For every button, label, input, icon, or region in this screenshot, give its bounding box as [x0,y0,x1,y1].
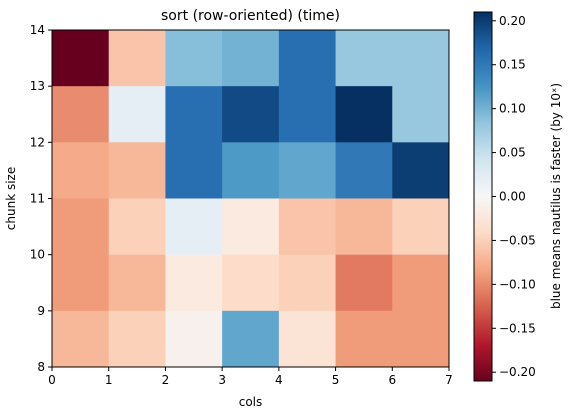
heatmap-cell [165,254,223,312]
y-tick-label: 13 [30,79,45,93]
x-tick-label: 6 [388,373,396,387]
heatmap-cell [392,142,450,199]
heatmap-cell [52,254,110,312]
heatmap-cell [222,254,280,312]
heatmap-cell [278,198,337,256]
colorbar-tick-label: 0.05 [499,146,526,160]
y-tick-label: 12 [30,135,45,149]
colorbar-tick-label: 0.20 [499,14,526,28]
heatmap-cell [335,254,393,312]
heatmap-cell [52,142,110,199]
colorbar-tick-label: −0.05 [499,233,536,247]
y-axis: 8 9 10 11 12 13 14 [30,23,52,374]
chart-title: sort (row-oriented) (time) [161,8,340,24]
heatmap-cells [52,30,450,368]
colorbar: −0.20 −0.15 −0.10 −0.05 0.00 0.05 0.10 0.15 0.20… [473,11,563,382]
heatmap-cell [52,198,110,256]
y-axis-label: chunk size [4,167,18,230]
y-tick-label: 9 [37,304,45,318]
heatmap-cell [335,198,393,256]
y-tick-label: 8 [37,360,45,374]
heatmap-cell [165,30,223,87]
heatmap-cell [52,310,110,368]
colorbar-tick-label: 0.15 [499,58,526,72]
colorbar-tick-label: 0.00 [499,190,526,204]
heatmap-cell [392,254,450,312]
heatmap-cell [335,310,393,368]
heatmap-cell [278,310,337,368]
heatmap-cell [392,30,450,87]
x-tick-label: 5 [332,373,340,387]
heatmap-cell [108,142,166,199]
heatmap-cell [335,86,393,143]
heatmap-cell [222,310,280,368]
heatmap-cell [52,30,110,87]
x-axis-label: cols [239,395,263,409]
heatmap-cell [108,86,166,143]
colorbar-tick-label: −0.10 [499,277,536,291]
colorbar-ticks: −0.20 −0.15 −0.10 −0.05 0.00 0.05 0.10 0.15 0.20 [492,14,536,379]
heatmap-cell [108,198,166,256]
heatmap-cell [222,198,280,256]
colorbar-tick-label: −0.20 [499,365,536,379]
heatmap-cell [278,86,337,143]
x-axis: 0 1 2 3 4 5 6 7 [48,367,453,387]
heatmap-cell [52,86,110,143]
y-tick-label: 14 [30,23,45,37]
heatmap-cell [222,142,280,199]
heatmap-cell [165,142,223,199]
heatmap-cell [222,86,280,143]
heatmap-cell [165,86,223,143]
x-tick-label: 3 [218,373,226,387]
colorbar-tick-label: 0.10 [499,102,526,116]
y-tick-label: 11 [30,192,45,206]
x-tick-label: 1 [105,373,113,387]
x-tick-label: 7 [445,373,453,387]
heatmap-cell [278,30,337,87]
heatmap-cell [392,86,450,143]
heatmap-cell [222,30,280,87]
heatmap-cell [165,198,223,256]
colorbar-tick-label: −0.15 [499,321,536,335]
heatmap-cell [278,142,337,199]
heatmap-cell [165,310,223,368]
heatmap-cell [108,310,166,368]
heatmap-cell [278,254,337,312]
heatmap-cell [392,310,450,368]
colorbar-gradient [473,11,493,382]
x-tick-label: 0 [48,373,56,387]
x-tick-label: 4 [275,373,283,387]
heatmap-cell [335,142,393,199]
heatmap-cell [335,30,393,87]
heatmap-cell [108,254,166,312]
heatmap-cell [392,198,450,256]
colorbar-label: blue means nautilus is faster (by 10ˣ) [549,83,563,309]
y-tick-label: 10 [30,248,45,262]
x-tick-label: 2 [162,373,170,387]
heatmap-cell [108,30,166,87]
